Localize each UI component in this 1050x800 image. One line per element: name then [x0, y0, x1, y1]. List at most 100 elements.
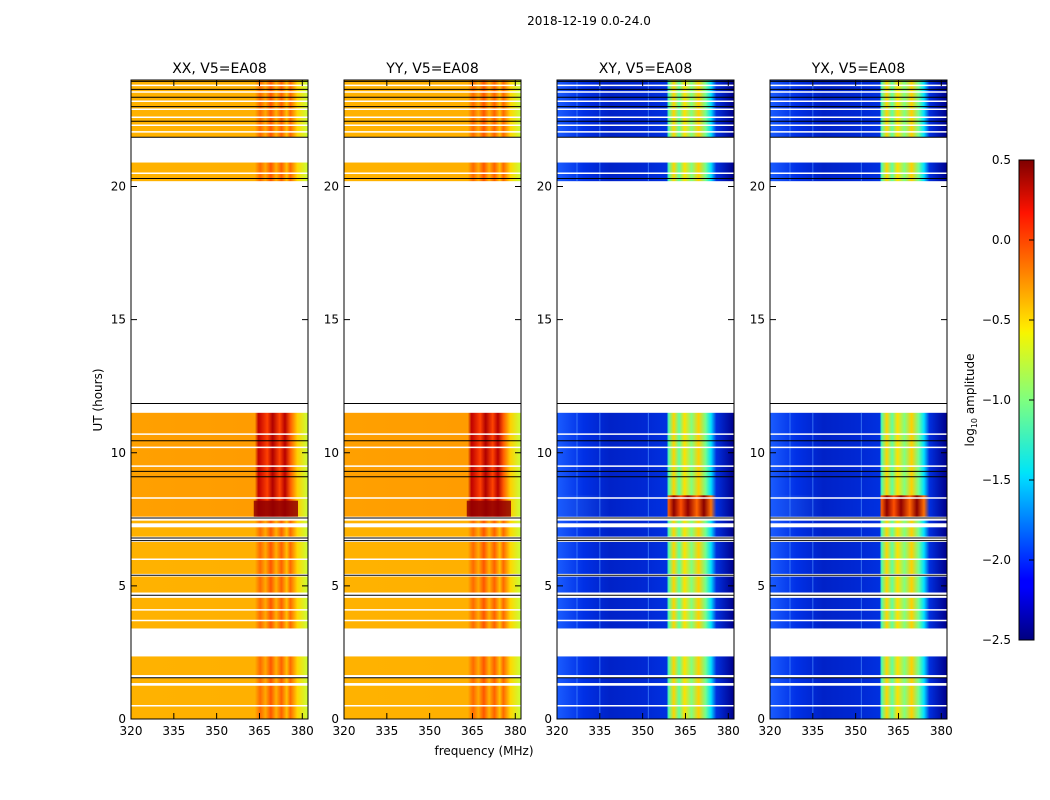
colorbar-ticks: 0.5 0.0 −0.5 −1.0 −1.5 −2.0 −2.5 — [982, 153, 1034, 647]
panel-frame — [343, 79, 522, 720]
colorbar-tick-label: −1.0 — [982, 393, 1011, 407]
y-tick-label: 20 — [111, 180, 126, 194]
y-tick-label: 20 — [324, 180, 339, 194]
data-strip — [344, 412, 521, 517]
y-tick-label: 0 — [118, 712, 126, 726]
data-strip — [557, 677, 734, 684]
data-strip — [131, 685, 308, 719]
x-tick-label: 320 — [333, 724, 356, 738]
data-strip — [557, 597, 734, 629]
data-strip — [557, 520, 734, 524]
data-strip — [131, 597, 308, 629]
data-strip — [557, 656, 734, 676]
data-strip — [131, 656, 308, 676]
data-strip — [344, 520, 521, 524]
x-tick-label: 380 — [291, 724, 314, 738]
data-strip — [770, 527, 947, 537]
data-strip — [131, 527, 308, 537]
data-strip — [344, 541, 521, 574]
x-tick-label: 365 — [461, 724, 484, 738]
y-tick-label: 10 — [537, 446, 552, 460]
colorbar-label-base: log — [963, 428, 977, 446]
colorbar-tick-label: 0.5 — [992, 153, 1011, 167]
data-strip — [131, 520, 308, 524]
panel-4: YX, V5=EA08 320 335 350 365 380 0 5 10 15 20 — [750, 61, 953, 738]
data-strip — [557, 576, 734, 593]
data-strip — [344, 656, 521, 676]
y-tick-label: 10 — [750, 446, 765, 460]
data-strip — [344, 597, 521, 629]
y-tick-label: 5 — [118, 579, 126, 593]
y-tick-label: 0 — [544, 712, 552, 726]
x-tick-label: 320 — [759, 724, 782, 738]
data-strip — [557, 685, 734, 719]
panel-frame — [556, 79, 735, 720]
figure-title: 2018-12-19 0.0-24.0 — [527, 14, 651, 28]
panel-1: XX, V5=EA08 320 335 350 365 380 0 5 10 15 20 — [111, 61, 314, 738]
colorbar-label-rest: amplitude — [963, 354, 977, 418]
data-strip — [131, 677, 308, 684]
data-strip — [770, 685, 947, 719]
x-axis-label: frequency (MHz) — [434, 744, 533, 758]
panel-title: XY, V5=EA08 — [599, 61, 693, 77]
y-tick-label: 0 — [757, 712, 765, 726]
panel-3: XY, V5=EA08 320 335 350 365 380 0 5 10 15 20 — [537, 61, 740, 738]
data-strip — [344, 677, 521, 684]
x-tick-label: 365 — [887, 724, 910, 738]
x-tick-label: 335 — [162, 724, 185, 738]
y-tick-label: 5 — [544, 579, 552, 593]
panel-title: YY, V5=EA08 — [385, 61, 478, 77]
y-tick-label: 20 — [750, 180, 765, 194]
y-tick-label: 10 — [111, 446, 126, 460]
heatmap-panels: XX, V5=EA08 320 335 350 365 380 0 5 10 15 20 YY, V5… — [111, 61, 953, 738]
data-strip — [770, 656, 947, 676]
x-tick-label: 320 — [546, 724, 569, 738]
x-tick-label: 350 — [631, 724, 654, 738]
y-axis-label: UT (hours) — [91, 368, 105, 431]
data-strip — [131, 576, 308, 593]
x-tick-label: 350 — [844, 724, 867, 738]
x-tick-label: 335 — [801, 724, 824, 738]
panel-title: XX, V5=EA08 — [172, 61, 267, 77]
y-tick-label: 15 — [537, 313, 552, 327]
y-tick-label: 15 — [111, 313, 126, 327]
data-strip — [557, 541, 734, 574]
data-strip — [557, 527, 734, 537]
data-strip — [344, 576, 521, 593]
y-tick-label: 5 — [757, 579, 765, 593]
colorbar-tick-label: −2.0 — [982, 553, 1011, 567]
data-strip — [770, 677, 947, 684]
y-tick-label: 20 — [537, 180, 552, 194]
y-tick-label: 10 — [324, 446, 339, 460]
data-strip — [557, 162, 734, 182]
x-tick-label: 350 — [205, 724, 228, 738]
x-tick-label: 335 — [588, 724, 611, 738]
panel-frame — [130, 79, 309, 720]
colorbar-tick-label: −1.5 — [982, 473, 1011, 487]
colorbar-label: log10 amplitude — [963, 354, 979, 447]
y-tick-label: 0 — [331, 712, 339, 726]
data-strip — [344, 527, 521, 537]
data-strip — [770, 541, 947, 574]
panel-frame — [769, 79, 948, 720]
y-tick-label: 5 — [331, 579, 339, 593]
x-tick-label: 320 — [120, 724, 143, 738]
panel-2: YY, V5=EA08 320 335 350 365 380 0 5 10 15 20 — [324, 61, 527, 738]
hot-strip — [253, 500, 299, 517]
colorbar-tick-label: −0.5 — [982, 313, 1011, 327]
data-strip — [770, 162, 947, 182]
colorbar-tick-label: −2.5 — [982, 633, 1011, 647]
colorbar: 0.5 0.0 −0.5 −1.0 −1.5 −2.0 −2.5 log10 amplitu… — [963, 153, 1035, 647]
x-tick-label: 365 — [674, 724, 697, 738]
hot-strip — [770, 495, 947, 517]
data-strip — [770, 597, 947, 629]
x-tick-label: 335 — [375, 724, 398, 738]
data-strip — [344, 162, 521, 182]
colorbar-tick-label: 0.0 — [992, 233, 1011, 247]
x-tick-label: 380 — [930, 724, 953, 738]
data-strip — [131, 162, 308, 182]
panel-title: YX, V5=EA08 — [811, 61, 906, 77]
y-tick-label: 15 — [750, 313, 765, 327]
y-tick-label: 15 — [324, 313, 339, 327]
